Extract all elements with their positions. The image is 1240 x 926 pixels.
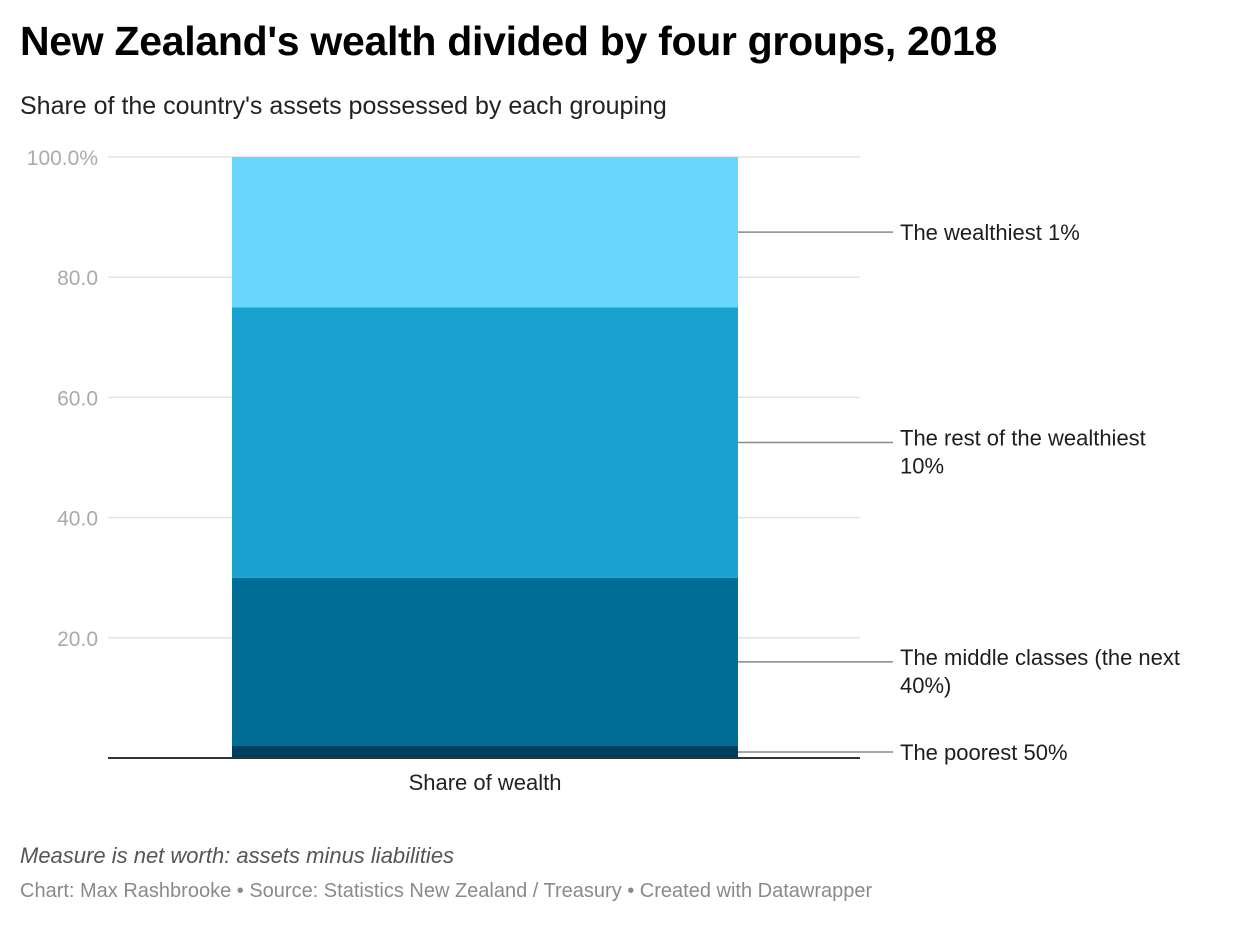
stacked-bar-chart: 20.0 40.0 60.0 80.0 100.0% The poorest 50% The…: [27, 147, 1180, 795]
bar-segment: [232, 157, 738, 308]
chart-footer: Chart: Max Rashbrooke • Source: Statisti…: [20, 880, 873, 902]
series-label: The poorest 50%: [900, 740, 1068, 765]
y-tick-label: 20.0: [57, 628, 98, 651]
bar-segment: [232, 745, 738, 758]
y-tick-label: 80.0: [57, 267, 98, 290]
y-tick-label: 100.0%: [27, 147, 98, 170]
chart-title: New Zealand's wealth divided by four gro…: [20, 18, 998, 64]
chart-subtitle: Share of the country's assets possessed …: [20, 92, 667, 120]
series-label: 10%: [900, 453, 944, 478]
chart-note: Measure is net worth: assets minus liabi…: [20, 843, 455, 868]
series-label: The middle classes (the next: [900, 645, 1180, 670]
bar-segment: [232, 307, 738, 578]
series-label: 40%): [900, 673, 951, 698]
x-category-label: Share of wealth: [409, 770, 562, 795]
bar-segment: [232, 577, 738, 746]
y-tick-label: 60.0: [57, 387, 98, 410]
series-label: The wealthiest 1%: [900, 220, 1080, 245]
series-label: The rest of the wealthiest: [900, 425, 1146, 450]
y-tick-label: 40.0: [57, 508, 98, 531]
